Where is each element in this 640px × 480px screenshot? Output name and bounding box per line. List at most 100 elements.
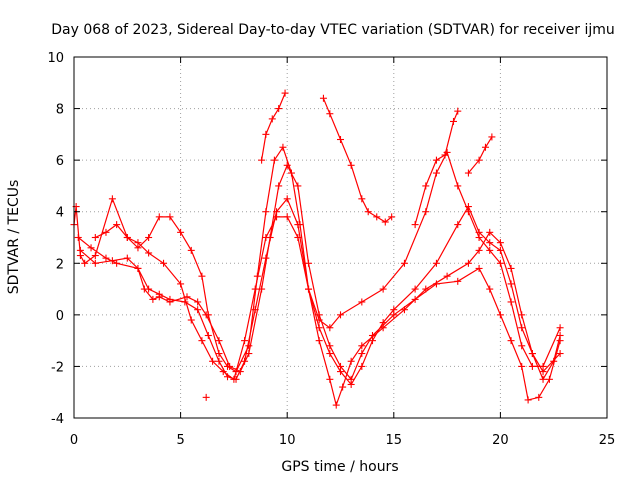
data-point: [518, 324, 526, 332]
x-axis-title: GPS time / hours: [281, 459, 398, 475]
series-track-7: [411, 107, 462, 229]
data-point: [496, 246, 504, 254]
plot-frame: [73, 56, 608, 419]
data-point: [556, 350, 564, 358]
data-point: [496, 311, 504, 319]
data-point: [379, 285, 387, 293]
data-point: [102, 228, 110, 236]
data-point: [496, 239, 504, 247]
data-point: [177, 280, 185, 288]
data-point: [283, 213, 291, 221]
data-point: [337, 362, 344, 370]
x-tick-label: 10: [279, 433, 296, 448]
data-point: [411, 295, 419, 303]
data-point: [287, 169, 295, 177]
data-point: [464, 259, 472, 267]
data-point: [545, 375, 553, 383]
data-point: [358, 350, 366, 358]
data-point: [198, 272, 206, 280]
data-point: [332, 401, 340, 409]
data-point: [113, 259, 121, 267]
y-axis-title: SDTVAR / TECUs: [6, 180, 22, 295]
data-point: [528, 350, 536, 358]
data-point: [556, 337, 564, 345]
data-point: [296, 221, 304, 229]
data-point: [266, 234, 274, 241]
data-point: [279, 143, 287, 151]
data-point: [556, 324, 564, 332]
series-track-2: [74, 195, 564, 409]
data-point: [432, 259, 440, 267]
data-point: [475, 264, 483, 272]
data-point: [283, 195, 291, 203]
data-point: [507, 264, 515, 272]
data-point: [315, 316, 323, 324]
data-point: [215, 357, 223, 365]
data-point: [294, 182, 302, 190]
data-point: [245, 342, 253, 350]
data-point: [253, 272, 261, 280]
data-point: [204, 311, 212, 319]
data-point: [245, 350, 253, 358]
data-point: [177, 228, 185, 236]
data-point: [224, 362, 232, 370]
data-point: [305, 259, 313, 267]
data-point: [194, 298, 202, 306]
data-point: [411, 285, 419, 293]
data-point: [486, 246, 494, 254]
y-tick-label: 2: [56, 257, 64, 272]
series-track-6: [319, 94, 396, 226]
data-point: [155, 293, 163, 301]
x-tick-label: 20: [492, 433, 509, 448]
data-point: [358, 195, 366, 203]
data-point: [535, 393, 543, 401]
series-line: [73, 196, 561, 386]
data-point: [102, 254, 110, 262]
y-tick-label: 4: [56, 206, 64, 221]
data-point: [358, 362, 366, 370]
data-point: [326, 324, 334, 332]
data-point: [187, 316, 195, 324]
data-point: [134, 264, 142, 272]
data-point: [539, 375, 547, 383]
data-point: [422, 208, 430, 216]
data-point: [481, 143, 489, 151]
data-point: [215, 337, 223, 345]
data-point: [81, 259, 89, 267]
data-point: [241, 337, 249, 345]
data-point: [145, 249, 153, 257]
data-point: [411, 221, 419, 229]
data-point: [91, 259, 99, 267]
data-point: [347, 375, 355, 383]
data-point: [91, 252, 99, 260]
data-point: [108, 257, 116, 265]
y-tick-labels: -4 -2 0 2 4 6 8 10: [47, 51, 64, 427]
y-tick-label: -4: [51, 412, 64, 427]
data-point: [181, 298, 189, 306]
data-point: [539, 362, 547, 370]
series-line: [414, 110, 459, 225]
y-tick-label: 8: [56, 103, 64, 118]
data-point: [486, 285, 494, 293]
data-point: [339, 383, 347, 391]
data-point: [358, 342, 366, 350]
data-point: [204, 331, 212, 339]
data-point: [91, 234, 99, 241]
data-point: [326, 110, 334, 118]
data-point: [364, 208, 372, 216]
series-track-3: [76, 161, 564, 404]
data-point: [507, 298, 515, 306]
data-point: [155, 213, 163, 221]
data-point: [518, 362, 526, 370]
data-point: [87, 244, 95, 252]
data-point: [454, 221, 462, 229]
data-point: [326, 375, 334, 383]
data-point: [258, 156, 266, 164]
data-point: [232, 368, 240, 376]
data-point: [319, 94, 327, 102]
data-point: [326, 342, 334, 350]
data-point: [337, 136, 344, 144]
data-point: [486, 228, 494, 236]
data-point: [390, 311, 398, 319]
data-point: [270, 156, 278, 164]
